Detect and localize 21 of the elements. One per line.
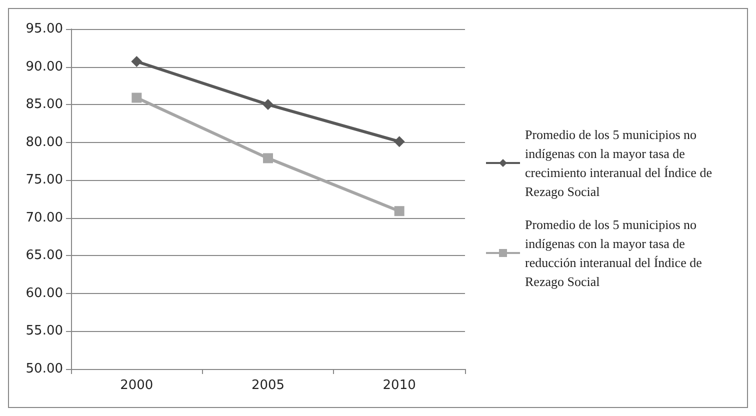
- y-tick-label: 65.00: [26, 248, 63, 264]
- y-tick-label: 50.00: [26, 362, 63, 376]
- point: [132, 92, 142, 103]
- y-tick-label: 55.00: [26, 324, 63, 339]
- y-tick-label: 75.00: [26, 172, 63, 188]
- y-tick-label: 85.00: [26, 97, 63, 112]
- x-tick-label: 2010: [382, 378, 416, 393]
- x-tick-label: 2000: [120, 378, 154, 393]
- y-tick-label: 95.00: [26, 22, 63, 36]
- point: [263, 153, 273, 164]
- y-tick-label: 80.00: [26, 134, 63, 150]
- y-tick-label: 70.00: [26, 210, 63, 226]
- x-tick-label: 2005: [251, 378, 285, 393]
- legend-label: Promedio de los 5 municipios no indígenas con la mayor tasa de reducción interanual del Índice de Rezago Social: [525, 217, 706, 289]
- y-tick-label: 90.00: [26, 59, 63, 74]
- point: [394, 136, 405, 148]
- point: [131, 56, 142, 67]
- legend-label: Promedio de los 5 municipios no indígenas con la mayor tasa de crecimiento interanual del Índice de Rezago Social: [525, 127, 716, 199]
- point: [262, 99, 274, 110]
- point: [394, 206, 404, 216]
- y-tick-label: 60.00: [26, 286, 63, 301]
